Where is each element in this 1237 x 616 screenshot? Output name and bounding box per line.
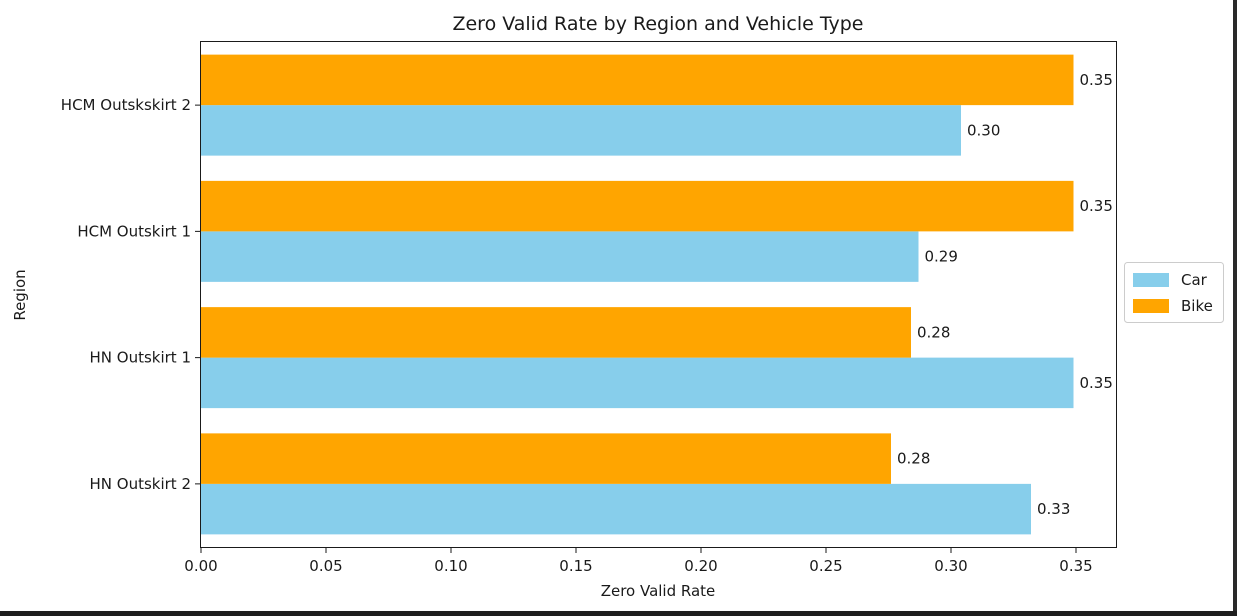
legend: Car Bike [1124,262,1224,323]
data-label-bike-hcm-outskskirt-2: 0.35 [1080,71,1113,89]
legend-swatch-bike [1133,299,1169,313]
x-tick-label: 0.15 [559,557,592,575]
y-tick-label-hcm-outskskirt-2: HCM Outskskirt 2 [61,96,191,114]
x-tick-label: 0.30 [934,557,967,575]
legend-swatch-car [1133,273,1169,287]
bar-bike-hcm-outskirt-1 [201,180,1074,232]
y-tick-label-hn-outskirt-1: HN Outskirt 1 [90,349,192,367]
data-labels-layer: 0.33 0.28 0.35 0.28 0.29 0.35 0.30 0.35 [897,71,1113,518]
y-tick-label-hn-outskirt-2: HN Outskirt 2 [90,475,192,493]
y-tick-label-hcm-outskirt-1: HCM Outskirt 1 [77,222,191,240]
window-edge-bottom [0,611,1237,616]
data-label-car-hn-outskirt-1: 0.35 [1080,374,1113,392]
chart-title: Zero Valid Rate by Region and Vehicle Ty… [452,13,863,35]
legend-label-car: Car [1181,271,1208,289]
x-axis-ticks: 0.00 0.05 0.10 0.15 0.20 0.25 0.30 0.35 [184,547,1093,575]
x-tick-label: 0.00 [184,557,217,575]
bar-car-hn-outskirt-2 [201,483,1031,535]
x-tick-label: 0.35 [1059,557,1092,575]
data-label-bike-hcm-outskirt-1: 0.35 [1080,197,1113,215]
data-label-car-hn-outskirt-2: 0.33 [1037,500,1070,518]
data-label-bike-hn-outskirt-1: 0.28 [917,323,950,341]
bars-layer [201,54,1074,535]
plot-area-frame [200,41,1117,548]
x-tick-label: 0.10 [434,557,467,575]
x-tick-label: 0.25 [809,557,842,575]
bar-car-hcm-outskskirt-2 [201,105,961,156]
y-axis-title: Region [11,269,29,320]
window-edge-right [1233,0,1237,616]
x-tick-label: 0.20 [684,557,717,575]
data-label-bike-hn-outskirt-2: 0.28 [897,450,930,468]
legend-label-bike: Bike [1181,297,1213,315]
bar-bike-hn-outskirt-2 [201,433,891,484]
bar-bike-hn-outskirt-1 [201,307,911,358]
data-label-car-hcm-outskirt-1: 0.29 [925,248,958,266]
y-axis-ticks: HN Outskirt 2 HN Outskirt 1 HCM Outskirt 1… [61,96,201,493]
bar-car-hcm-outskirt-1 [201,231,919,282]
data-label-car-hcm-outskskirt-2: 0.30 [967,121,1000,139]
x-axis-title: Zero Valid Rate [601,582,716,600]
bar-bike-hcm-outskskirt-2 [201,54,1074,106]
x-tick-label: 0.05 [309,557,342,575]
bar-car-hn-outskirt-1 [201,357,1074,409]
